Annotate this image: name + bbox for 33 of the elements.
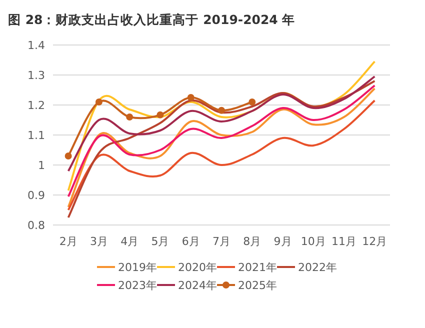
legend-label: 2023年 [118, 279, 157, 292]
x-tick-label: 6月 [182, 235, 200, 248]
y-tick-label: 0.8 [28, 219, 45, 232]
legend-label: 2020年 [178, 261, 217, 274]
x-tick-label: 10月 [300, 235, 326, 248]
y-tick-label: 0.9 [28, 189, 45, 202]
point [64, 152, 72, 160]
point [156, 111, 164, 118]
legend-label: 2019年 [118, 261, 157, 274]
y-tick-label: 1.3 [28, 69, 45, 82]
point [248, 98, 256, 106]
legend-label: 2024年 [178, 279, 217, 292]
y-tick-label: 1.4 [28, 39, 45, 52]
point [187, 94, 194, 101]
x-tick-label: 3月 [90, 235, 108, 248]
x-tick-label: 4月 [120, 235, 139, 248]
x-tick-label: 7月 [212, 235, 230, 248]
y-tick-label: 1.2 [28, 99, 45, 112]
point [218, 106, 225, 114]
x-tick-label: 8月 [243, 235, 262, 248]
chart-title: 图 28：财政支出占收入比重高于 2019-2024 年 [8, 12, 296, 27]
legend-label: 2021年 [238, 261, 277, 274]
legend-label: 2022年 [298, 261, 337, 274]
y-tick-label: 1 [38, 159, 45, 172]
x-tick-label: 11月 [332, 235, 357, 248]
x-tick-label: 12月 [362, 235, 388, 248]
point [95, 98, 102, 106]
x-tick-label: 2月 [59, 235, 78, 248]
y-tick-label: 1.1 [28, 129, 45, 142]
legend-label: 2025年 [238, 279, 277, 292]
x-tick-label: 9月 [274, 235, 292, 248]
x-tick-label: 5月 [151, 235, 170, 248]
point [126, 114, 134, 120]
